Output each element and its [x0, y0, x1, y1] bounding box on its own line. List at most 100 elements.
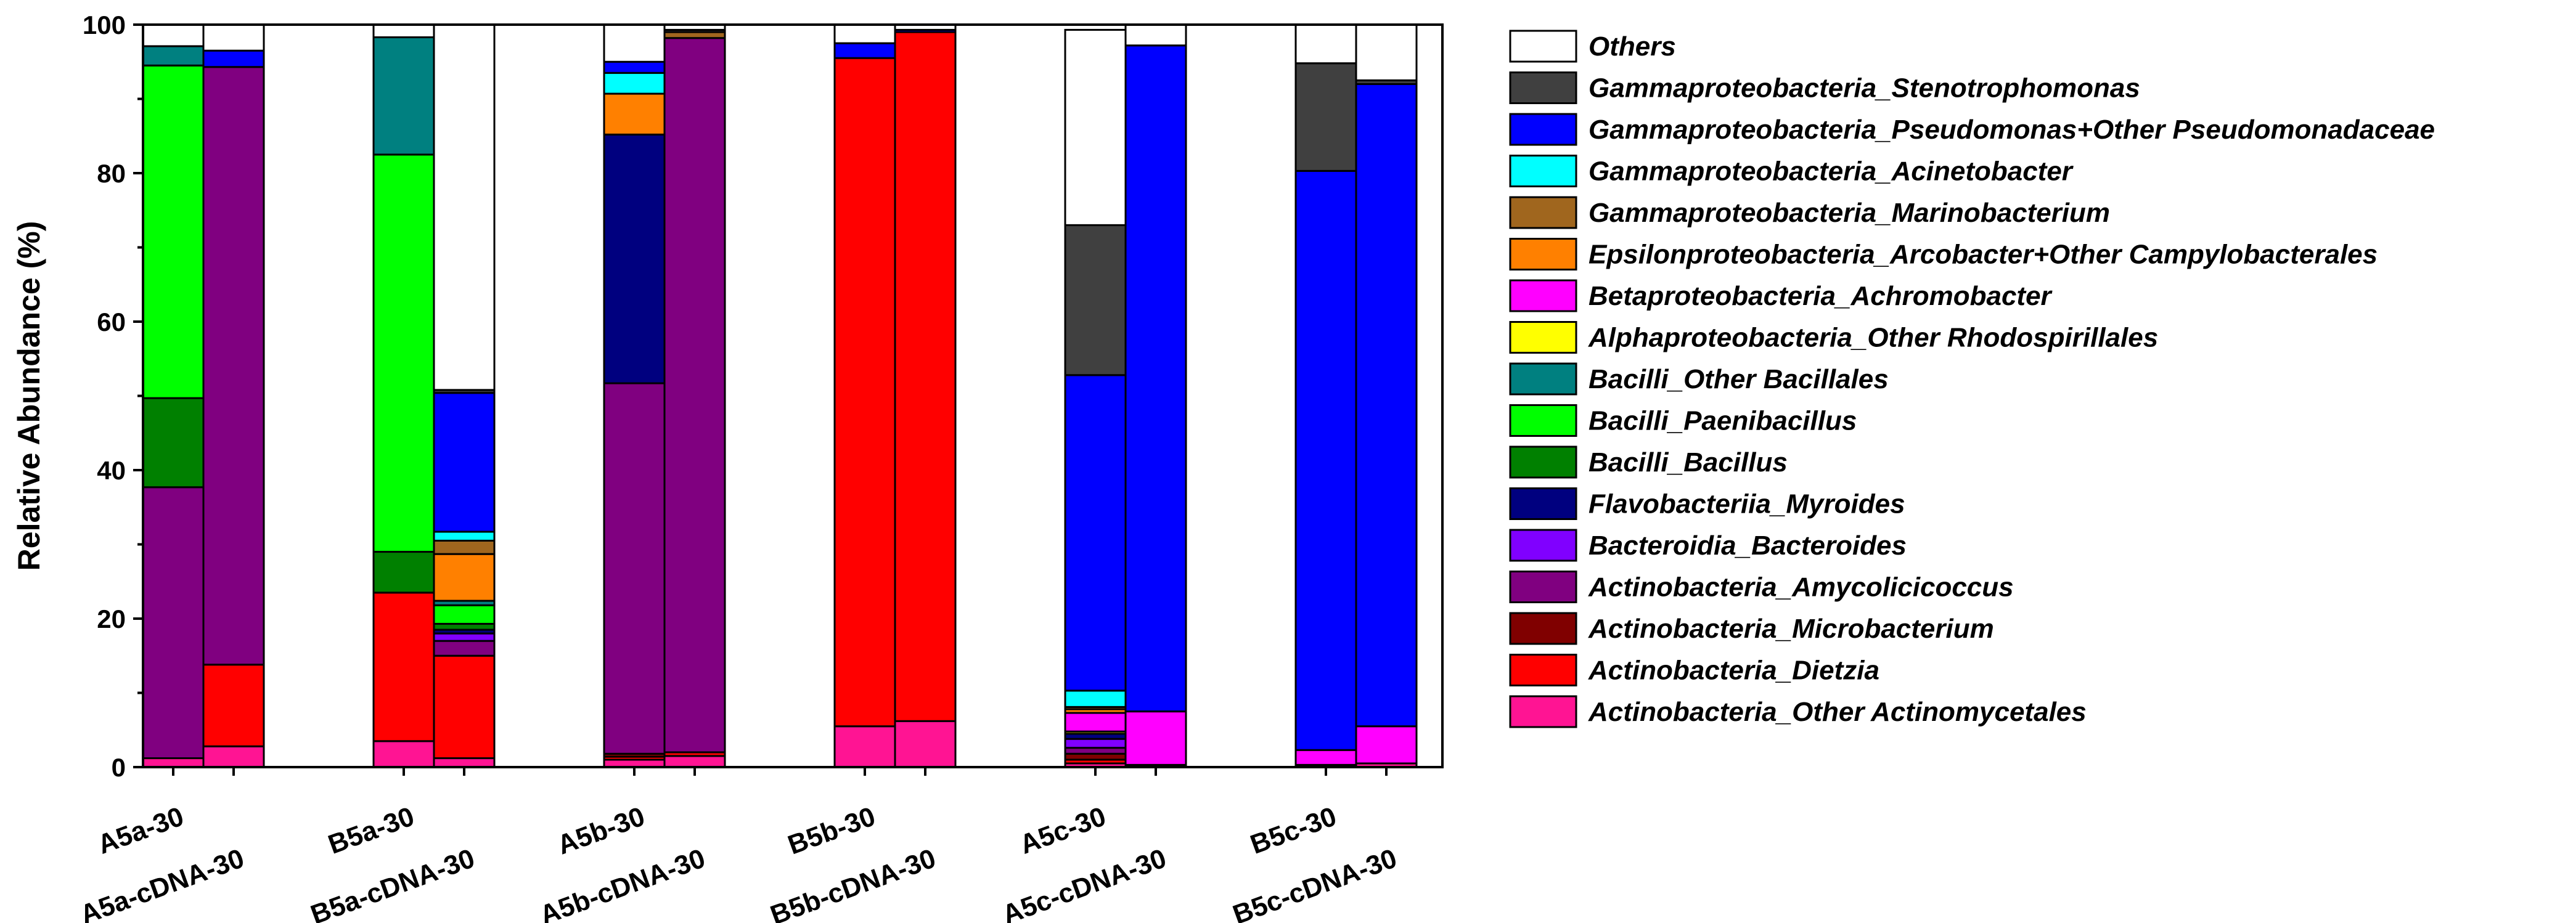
- bar-segment-a5c-30-others: [1064, 28, 1127, 226]
- bar-segment-b5a-cdna-30-gammaproteobacteria-marinobacterium: [433, 539, 496, 555]
- legend-label-gammaproteobacteria-pseudomonas-other-pseudomonadaceae: Gammaproteobacteria_Pseudomonas+Other Ps…: [1589, 115, 2435, 145]
- legend-swatch-actinobacteria-amycolicicoccus: [1509, 571, 1577, 603]
- legend-swatch-epsilonproteobacteria-arcobacter-other-campylobacterales: [1509, 238, 1577, 270]
- legend-swatch-betaproteobacteria-achromobacter: [1509, 279, 1577, 312]
- legend-label-bacilli-other-bacillales: Bacilli_Other Bacillales: [1589, 364, 1889, 394]
- legend-swatch-others: [1509, 30, 1577, 63]
- bar-segment-b5a-cdna-30-actinobacteria-dietzia: [433, 654, 496, 760]
- bar-segment-b5a-30-actinobacteria-other-actinomycetales: [372, 740, 435, 768]
- bar-segment-b5a-cdna-30-gammaproteobacteria-acinetobacter: [433, 531, 496, 542]
- bar-segment-b5c-cdna-30-betaproteobacteria-achromobacter: [1355, 725, 1418, 765]
- legend-label-bacilli-paenibacillus: Bacilli_Paenibacillus: [1589, 406, 1857, 436]
- bar-segment-b5a-cdna-30-others: [433, 23, 496, 391]
- bar-segment-a5a-cdna-30-actinobacteria-amycolicicoccus: [202, 66, 265, 666]
- bar-segment-b5c-30-others: [1294, 23, 1357, 65]
- bar-segment-a5a-30-bacilli-bacillus: [142, 397, 205, 489]
- x-category-label-a5c-30: A5c-30: [1016, 801, 1110, 860]
- bar-segment-b5b-cdna-30-actinobacteria-other-actinomycetales: [894, 720, 957, 768]
- legend-swatch-flavobacteriia-myroides: [1509, 487, 1577, 520]
- legend-swatch-actinobacteria-dietzia: [1509, 654, 1577, 686]
- legend-swatch-actinobacteria-microbacterium: [1509, 612, 1577, 645]
- y-tick-label-0: 0: [112, 753, 126, 782]
- bar-segment-a5b-cdna-30-actinobacteria-amycolicicoccus: [663, 37, 726, 754]
- y-tick-label-100: 100: [83, 10, 126, 39]
- y-axis-title: Relative Abundance (%): [12, 221, 46, 571]
- legend-label-actinobacteria-amycolicicoccus: Actinobacteria_Amycolicicoccus: [1588, 572, 2014, 603]
- x-category-label-a5a-30: A5a-30: [94, 801, 187, 860]
- legend-label-actinobacteria-other-actinomycetales: Actinobacteria_Other Actinomycetales: [1588, 697, 2087, 727]
- bar-segment-a5b-30-others: [603, 23, 666, 63]
- bar-segment-a5c-30-gammaproteobacteria-stenotrophomonas: [1064, 224, 1127, 376]
- bar-segment-a5b-30-gammaproteobacteria-pseudomonas-other-pseudomonadaceae: [603, 60, 666, 74]
- x-category-label-b5a-30: B5a-30: [324, 801, 418, 860]
- bar-segment-a5a-cdna-30-actinobacteria-other-actinomycetales: [202, 745, 265, 768]
- legend-label-alphaproteobacteria-other-rhodospirillales: Alphaproteobacteria_Other Rhodospirillal…: [1588, 323, 2158, 353]
- bar-segment-a5c-cdna-30-betaproteobacteria-achromobacter: [1124, 710, 1187, 766]
- bar-segment-b5c-30-gammaproteobacteria-pseudomonas-other-pseudomonadaceae: [1294, 169, 1357, 751]
- legend-swatch-actinobacteria-other-actinomycetales: [1509, 695, 1577, 728]
- bar-segment-a5c-30-betaproteobacteria-achromobacter: [1064, 712, 1127, 733]
- bar-segment-b5a-cdna-30-actinobacteria-amycolicicoccus: [433, 640, 496, 657]
- legend-label-gammaproteobacteria-stenotrophomonas: Gammaproteobacteria_Stenotrophomonas: [1589, 73, 2140, 104]
- bar-segment-a5c-30-bacteroidia-bacteroides: [1064, 738, 1127, 749]
- y-tick-label-20: 20: [97, 604, 126, 633]
- legend-label-actinobacteria-dietzia: Actinobacteria_Dietzia: [1588, 656, 1879, 686]
- legend-label-epsilonproteobacteria-arcobacter-other-campylobacterales: Epsilonproteobacteria_Arcobacter+Other C…: [1589, 240, 2378, 270]
- x-category-label-b5b-30: B5b-30: [784, 801, 880, 860]
- bar-segment-b5b-30-actinobacteria-dietzia: [833, 57, 896, 728]
- bar-segment-a5a-cdna-30-gammaproteobacteria-pseudomonas-other-pseudomonadaceae: [202, 49, 265, 68]
- bar-segment-a5b-30-actinobacteria-amycolicicoccus: [603, 382, 666, 755]
- bar-segment-b5a-30-bacilli-bacillus: [372, 551, 435, 594]
- bar-segment-a5c-cdna-30-gammaproteobacteria-pseudomonas-other-pseudomonadaceae: [1124, 44, 1187, 713]
- bar-segment-b5b-30-actinobacteria-other-actinomycetales: [833, 725, 896, 768]
- legend-swatch-bacilli-bacillus: [1509, 445, 1577, 479]
- plot-frame: [142, 23, 1444, 768]
- legend-swatch-bacteroidia-bacteroides: [1509, 529, 1577, 562]
- legend-swatch-gammaproteobacteria-acinetobacter: [1509, 155, 1577, 187]
- bar-segment-b5a-cdna-30-actinobacteria-other-actinomycetales: [433, 757, 496, 768]
- bar-segment-a5b-30-epsilonproteobacteria-arcobacter-other-campylobacterales: [603, 92, 666, 136]
- legend-label-betaproteobacteria-achromobacter: Betaproteobacteria_Achromobacter: [1589, 281, 2053, 311]
- bar-segment-a5a-30-others: [142, 23, 205, 47]
- bar-segment-a5a-cdna-30-actinobacteria-dietzia: [202, 664, 265, 747]
- bar-segment-b5a-30-others: [372, 23, 435, 38]
- legend-swatch-bacilli-other-bacillales: [1509, 362, 1577, 396]
- bar-segment-a5a-30-bacilli-other-bacillales: [142, 45, 205, 67]
- legend-swatch-gammaproteobacteria-marinobacterium: [1509, 196, 1577, 229]
- legend-label-actinobacteria-microbacterium: Actinobacteria_Microbacterium: [1588, 614, 1994, 644]
- bar-segment-a5a-cdna-30-others: [202, 23, 265, 52]
- bar-segment-b5a-cdna-30-bacilli-paenibacillus: [433, 604, 496, 625]
- legend-swatch-bacilli-paenibacillus: [1509, 404, 1577, 437]
- bar-segment-b5a-cdna-30-bacteroidia-bacteroides: [433, 632, 496, 642]
- bar-segment-b5a-cdna-30-epsilonproteobacteria-arcobacter-other-campylobacterales: [433, 553, 496, 602]
- legend-label-bacteroidia-bacteroides: Bacteroidia_Bacteroides: [1589, 531, 1907, 561]
- y-tick-label-40: 40: [97, 456, 126, 485]
- bar-segment-a5a-30-bacilli-paenibacillus: [142, 64, 205, 399]
- bar-segment-b5a-30-actinobacteria-dietzia: [372, 592, 435, 742]
- bar-segment-a5b-30-flavobacteriia-myroides: [603, 133, 666, 384]
- bar-segment-b5c-cdna-30-gammaproteobacteria-pseudomonas-other-pseudomonadaceae: [1355, 83, 1418, 728]
- bar-segment-b5a-cdna-30-gammaproteobacteria-pseudomonas-other-pseudomonadaceae: [433, 392, 496, 533]
- y-tick-label-80: 80: [97, 159, 126, 188]
- legend-label-gammaproteobacteria-marinobacterium: Gammaproteobacteria_Marinobacterium: [1589, 198, 2110, 228]
- legend-label-others: Others: [1589, 31, 1676, 62]
- bar-segment-b5c-30-gammaproteobacteria-stenotrophomonas: [1294, 62, 1357, 172]
- bar-segment-b5a-30-bacilli-other-bacillales: [372, 36, 435, 156]
- bar-segment-b5c-cdna-30-others: [1355, 23, 1418, 81]
- y-tick-label-60: 60: [97, 307, 126, 336]
- legend-label-gammaproteobacteria-acinetobacter: Gammaproteobacteria_Acinetobacter: [1589, 157, 2074, 187]
- legend-swatch-alphaproteobacteria-other-rhodospirillales: [1509, 321, 1577, 354]
- bar-segment-a5b-cdna-30-actinobacteria-other-actinomycetales: [663, 755, 726, 768]
- bar-segment-a5a-30-actinobacteria-other-actinomycetales: [142, 757, 205, 768]
- legend-swatch-gammaproteobacteria-pseudomonas-other-pseudomonadaceae: [1509, 113, 1577, 146]
- bar-segment-b5b-cdna-30-actinobacteria-dietzia: [894, 31, 957, 722]
- x-category-label-a5b-30: A5b-30: [554, 801, 649, 860]
- legend-label-bacilli-bacillus: Bacilli_Bacillus: [1589, 447, 1788, 478]
- bar-segment-a5a-30-actinobacteria-amycolicicoccus: [142, 486, 205, 760]
- bar-segment-b5b-30-gammaproteobacteria-pseudomonas-other-pseudomonadaceae: [833, 42, 896, 59]
- bar-segment-b5b-30-others: [833, 23, 896, 44]
- bar-segment-a5c-cdna-30-others: [1124, 23, 1187, 47]
- legend-label-flavobacteriia-myroides: Flavobacteriia_Myroides: [1589, 489, 1905, 519]
